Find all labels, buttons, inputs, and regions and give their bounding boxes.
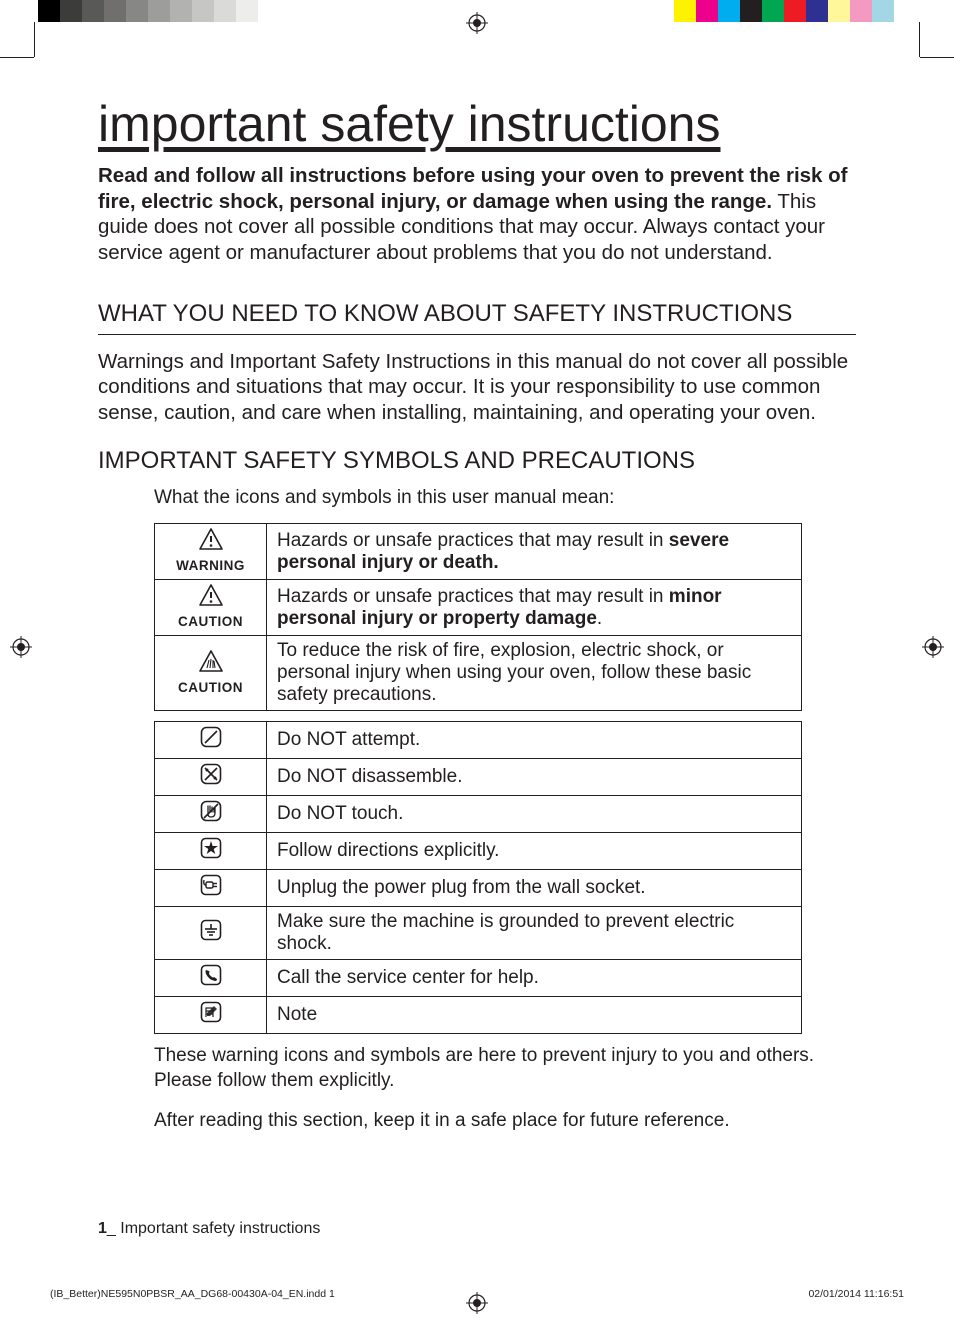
description-cell: Do NOT disassemble. [267,759,802,796]
table-row: Note [155,997,802,1034]
printer-color-bar-right [674,0,916,22]
symbol-cell [155,722,267,759]
color-swatch [718,0,740,22]
symbol-cell [155,796,267,833]
symbol-cell [155,997,267,1034]
phone-icon [200,964,222,986]
star-icon [200,837,222,859]
color-swatch [236,0,258,22]
color-swatch [696,0,718,22]
table-row: Call the service center for help. [155,960,802,997]
symbol-cell [155,960,267,997]
description-cell: To reduce the risk of fire, explosion, e… [267,636,802,711]
color-swatch [674,0,696,22]
color-swatch [828,0,850,22]
crop-mark [919,22,920,57]
color-swatch [214,0,236,22]
warning-triangle-icon [199,528,223,550]
section-heading-2: IMPORTANT SAFETY SYMBOLS AND PRECAUTIONS [98,447,856,475]
symbol-cell [155,833,267,870]
crop-mark [34,22,35,57]
warning-triangle-icon [199,584,223,606]
color-swatch [60,0,82,22]
symbol-cell: CAUTION [155,636,267,711]
color-swatch [38,0,60,22]
table-row: WARNING Hazards or unsafe practices that … [155,524,802,580]
symbols-table-1: WARNING Hazards or unsafe practices that … [154,523,802,711]
table-row: Do NOT attempt. [155,722,802,759]
table-row: CAUTION Hazards or unsafe practices that … [155,580,802,636]
description-cell: Follow directions explicitly. [267,833,802,870]
table-row: Unplug the power plug from the wall sock… [155,870,802,907]
color-swatch [762,0,784,22]
page-footer-label: Important safety instructions [120,1220,320,1237]
description-cell: Make sure the machine is grounded to pre… [267,907,802,960]
print-footer: (IB_Better)NE595N0PBSR_AA_DG68-00430A-04… [50,1288,904,1300]
symbol-cell: WARNING [155,524,267,580]
no-disassemble-icon [200,763,222,785]
intro-bold: Read and follow all instructions before … [98,164,848,213]
description-cell: Hazards or unsafe practices that may res… [267,524,802,580]
intro-paragraph: Read and follow all instructions before … [98,163,856,266]
color-swatch [126,0,148,22]
symbols-lead: What the icons and symbols in this user … [154,487,856,509]
printer-color-bar-left [38,0,280,22]
after-text-2: After reading this section, keep it in a… [154,1110,856,1132]
color-swatch [850,0,872,22]
registration-mark-icon [922,636,944,658]
after-text-1: These warning icons and symbols are here… [154,1044,856,1093]
color-swatch [82,0,104,22]
color-swatch [170,0,192,22]
color-swatch [806,0,828,22]
color-swatch [148,0,170,22]
description-cell: Note [267,997,802,1034]
page-content: important safety instructions Read and f… [98,95,856,1132]
color-swatch [258,0,280,22]
registration-mark-icon [10,636,32,658]
section-1-body: Warnings and Important Safety Instructio… [98,349,856,426]
description-cell: Call the service center for help. [267,960,802,997]
warning-triangle-icon [199,650,223,672]
indd-filename: (IB_Better)NE595N0PBSR_AA_DG68-00430A-04… [50,1288,335,1300]
note-icon [200,1001,222,1023]
table-row: Do NOT touch. [155,796,802,833]
registration-mark-icon [466,12,488,34]
icon-label: CAUTION [178,614,243,629]
description-cell: Hazards or unsafe practices that may res… [267,580,802,636]
table-row: CAUTION To reduce the risk of fire, explo… [155,636,802,711]
color-swatch [192,0,214,22]
icon-label: WARNING [176,558,245,573]
table-row: Follow directions explicitly. [155,833,802,870]
color-swatch [894,0,916,22]
icon-label: CAUTION [178,680,243,695]
description-cell: Do NOT touch. [267,796,802,833]
color-swatch [740,0,762,22]
description-cell: Do NOT attempt. [267,722,802,759]
symbol-cell [155,907,267,960]
unplug-icon [200,874,222,896]
section-heading-1: WHAT YOU NEED TO KNOW ABOUT SAFETY INSTR… [98,300,856,335]
crop-mark [0,57,34,58]
crop-mark [920,57,954,58]
no-touch-icon [200,800,222,822]
color-swatch [104,0,126,22]
table-row: Make sure the machine is grounded to pre… [155,907,802,960]
symbol-cell: CAUTION [155,580,267,636]
symbols-table-2: Do NOT attempt.Do NOT disassemble.Do NOT… [154,721,802,1034]
symbol-cell [155,759,267,796]
page-number: 1 [98,1220,107,1237]
ground-icon [200,919,222,941]
description-cell: Unplug the power plug from the wall sock… [267,870,802,907]
page-title: important safety instructions [98,95,856,153]
page-sep: _ [107,1220,120,1237]
page-footer: 1_ Important safety instructions [98,1220,320,1238]
color-swatch [872,0,894,22]
no-entry-icon [200,726,222,748]
color-swatch [784,0,806,22]
table-row: Do NOT disassemble. [155,759,802,796]
symbol-cell [155,870,267,907]
print-timestamp: 02/01/2014 11:16:51 [808,1288,904,1300]
